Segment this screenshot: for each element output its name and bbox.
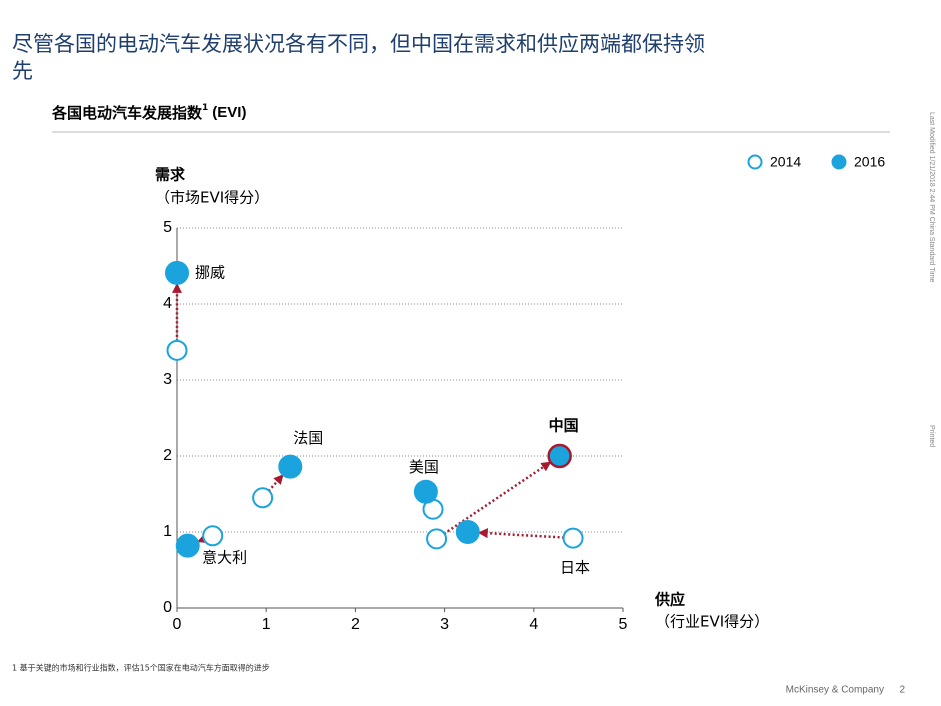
point (202, 525, 224, 547)
x-axis-subtitle: （行业EVI得分） (655, 613, 769, 631)
country-label: 意大利 (202, 548, 247, 566)
country-label: 美国 (409, 458, 439, 476)
y-axis-subtitle: （市场EVI得分） (155, 189, 269, 207)
point (252, 487, 274, 509)
country-label: 挪威 (195, 263, 225, 281)
page-number: 2 (899, 685, 905, 696)
point (165, 260, 189, 285)
point (426, 528, 448, 550)
point (455, 520, 480, 544)
side-printed: Printed (928, 425, 935, 447)
legend-label: 2016 (854, 154, 885, 170)
x-tick-label: 2 (351, 616, 360, 633)
subtitle-suffix: (EVI) (212, 104, 246, 121)
point (278, 454, 303, 479)
country-label: 日本 (560, 559, 590, 577)
legend-marker (747, 154, 763, 170)
y-tick-label: 1 (163, 523, 172, 540)
y-tick-label: 5 (163, 219, 172, 236)
point (562, 527, 584, 549)
x-tick-label: 0 (173, 616, 182, 633)
title-line-1: 尽管各国的电动汽车发展状况各有不同，但中国在需求和供应两端都保持领 (12, 32, 705, 56)
title-line-2: 先 (12, 59, 33, 83)
y-tick-label: 4 (163, 295, 172, 312)
legend-marker (831, 154, 847, 170)
footnote: 1 基于关键的市场和行业指数，评估15个国家在电动汽车方面取得的进步 (12, 663, 270, 673)
x-tick-label: 4 (529, 616, 538, 633)
legend-label: 2014 (770, 154, 801, 170)
y-axis-title: 需求 (155, 166, 186, 184)
y-tick-label: 2 (163, 447, 172, 464)
change-arrow (477, 528, 574, 540)
point (413, 479, 438, 504)
x-tick-label: 5 (619, 616, 628, 633)
point (166, 339, 188, 361)
change-arrow (435, 461, 552, 540)
x-axis-title: 供应 (654, 591, 685, 609)
x-tick-label: 3 (440, 616, 449, 633)
footer-brand: McKinsey & Company (786, 685, 884, 696)
y-tick-label: 0 (163, 599, 172, 616)
country-label: 中国 (549, 417, 579, 435)
subtitle: 各国电动汽车发展指数1 (EVI) (51, 103, 246, 122)
y-tick-label: 3 (163, 371, 172, 388)
x-tick-label: 1 (262, 616, 271, 633)
point (547, 443, 572, 469)
point (175, 533, 200, 558)
side-modified: Last Modified 1/21/2018 2:44 PM China St… (928, 112, 935, 283)
subtitle-text: 各国电动汽车发展指数 (51, 104, 203, 122)
country-label: 法国 (293, 429, 323, 447)
subtitle-note: 1 (202, 103, 208, 113)
